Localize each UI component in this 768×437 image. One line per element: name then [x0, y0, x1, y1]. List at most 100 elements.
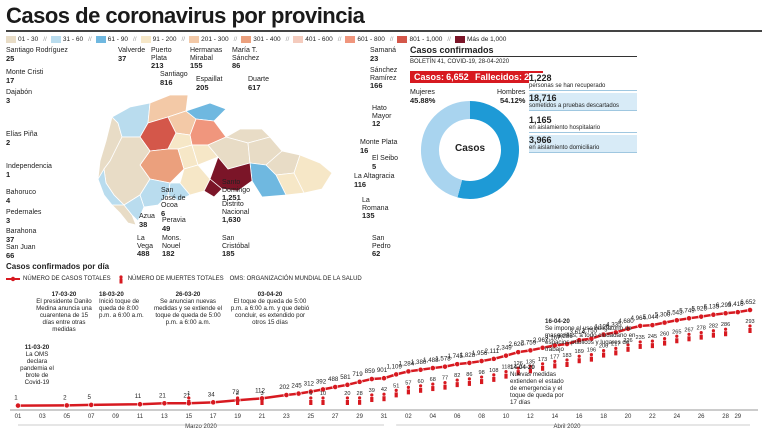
- cases-point: [625, 325, 631, 332]
- cases-point: [649, 322, 656, 329]
- cases-data-label: 5,926: [691, 306, 707, 313]
- label-elias-pina: Elías Piña 2: [6, 131, 38, 147]
- label-independencia: Independencia 1: [6, 163, 52, 179]
- cases-point: [698, 313, 705, 320]
- x-tick-label: 10: [503, 414, 510, 420]
- annotation-oms-pandemic: 11-03-20 La OMS declara pandemia el brote…: [20, 344, 54, 386]
- cases-data-label: 4,680: [618, 318, 634, 325]
- deaths-data-label: 293: [745, 319, 754, 325]
- deaths-marker: [650, 339, 655, 349]
- stat-hospital-isolation: 1,165 en aislamiento hospitalario: [529, 115, 637, 133]
- deaths-data-label: 20: [344, 391, 350, 397]
- deaths-data-label: 245: [648, 334, 657, 340]
- deaths-marker: [260, 396, 264, 405]
- cases-point: [710, 311, 717, 318]
- legend-label: Más de 1,000: [467, 35, 507, 43]
- x-tick-label: 17: [210, 414, 217, 420]
- legend-swatch: [95, 35, 106, 43]
- cases-data-label: 6,416: [728, 301, 744, 308]
- deaths-data-label: 217: [611, 341, 620, 347]
- deaths-data-label: 1: [187, 391, 190, 397]
- cases-point: [368, 376, 375, 382]
- deaths-data-label: 42: [381, 387, 387, 393]
- cases-data-label: 202: [279, 384, 290, 391]
- label-san-juan: San Juan 66: [6, 244, 36, 260]
- cases-data-label: 5: [87, 394, 91, 401]
- x-tick-label: 09: [112, 414, 119, 420]
- deaths-marker: [370, 393, 374, 403]
- legend-swatch: [345, 35, 356, 43]
- deaths-marker: [663, 337, 667, 346]
- label-distrito-nacional: Distrito Nacional 1,630: [222, 201, 250, 224]
- x-tick-label: 04: [429, 414, 436, 420]
- deaths-marker: [406, 385, 410, 395]
- title-divider: [6, 30, 762, 32]
- deaths-data-label: 118: [502, 365, 511, 371]
- deaths-marker: [699, 331, 703, 340]
- deaths-marker: [577, 354, 581, 364]
- cases-point: [283, 392, 290, 398]
- cases-data-label: 3,614: [569, 329, 585, 336]
- deaths-data-label: 10: [320, 391, 326, 397]
- cases-total-badge: Casos: 6,652: [410, 71, 473, 83]
- cases-data-label: 21: [159, 392, 166, 399]
- legend-swatch: [140, 35, 151, 43]
- deaths-marker: [516, 366, 520, 376]
- label-azua: Azua 38: [139, 213, 155, 229]
- x-tick-label: 14: [551, 414, 558, 420]
- cases-point: [490, 355, 497, 362]
- x-tick-label: 22: [649, 414, 656, 420]
- deaths-data-label: 177: [550, 354, 559, 360]
- deaths-marker: [187, 396, 191, 405]
- deaths-data-label: 60: [417, 379, 423, 385]
- dominican-republic-map: [97, 94, 333, 226]
- cases-point: [381, 375, 387, 382]
- annotation-quarantine: 17-03-20 El presidente Danilo Medina anun…: [36, 291, 92, 333]
- legend-item: 91 - 200: [140, 35, 176, 43]
- x-tick-label: 24: [673, 414, 680, 420]
- deaths-data-label: 28: [356, 391, 362, 397]
- cases-data-label: 4,964: [630, 315, 646, 322]
- deaths-marker: [236, 396, 240, 405]
- cases-data-label: 2,759: [521, 339, 537, 346]
- legend-separator: //: [337, 35, 342, 43]
- deaths-data-label: 189: [575, 349, 584, 355]
- x-tick-label: 29: [734, 414, 741, 420]
- deaths-marker: [480, 375, 484, 385]
- cases-data-label: 2: [63, 394, 67, 401]
- cases-data-label: 1,578: [435, 356, 451, 363]
- legend-item: 801 - 1,000: [397, 35, 442, 43]
- legend-swatch: [397, 35, 408, 43]
- x-tick-label: 25: [307, 414, 314, 420]
- legend-swatch: [189, 35, 200, 43]
- legend-cases: NÚMERO DE CASOS TOTALES: [6, 276, 111, 282]
- deaths-marker: [711, 329, 716, 338]
- cases-point: [295, 390, 302, 397]
- cases-data-label: 6,135: [704, 304, 720, 311]
- legend-item: 31 - 60: [50, 35, 83, 43]
- page-title: Casos de coronavirus por provincia: [6, 3, 365, 28]
- deaths-data-label: 126: [514, 361, 523, 367]
- annotation-mandatory-masks: 16-04-20 Se impone el uso obligatorio de …: [545, 318, 636, 353]
- deaths-marker: [675, 334, 679, 344]
- donut-slice-men: [457, 101, 519, 199]
- cases-point: [564, 341, 570, 347]
- cases-point: [515, 349, 522, 356]
- deaths-marker: [358, 396, 362, 405]
- deaths-marker: [687, 332, 691, 342]
- deaths-marker: [565, 358, 569, 368]
- cases-point: [539, 344, 546, 351]
- cases-point: [612, 329, 619, 336]
- cases-point: [454, 361, 461, 368]
- deaths-marker: [467, 377, 471, 386]
- deaths-data-label: 51: [393, 383, 399, 389]
- x-tick-label: 29: [356, 414, 363, 420]
- deaths-data-label: 3: [260, 391, 263, 397]
- map-legend: 01 - 30 // 31 - 60 // 61 - 90 // 91 - 200 // 201…: [6, 34, 509, 44]
- deaths-marker: [309, 396, 313, 405]
- chart-legend: NÚMERO DE CASOS TOTALES NÚMERO DE MUERTE…: [6, 274, 362, 284]
- cases-point: [588, 335, 595, 342]
- summary-title: Casos confirmados: [410, 45, 494, 55]
- cases-data-label: 1,109: [386, 363, 402, 370]
- legend-item: 01 - 30: [6, 35, 38, 43]
